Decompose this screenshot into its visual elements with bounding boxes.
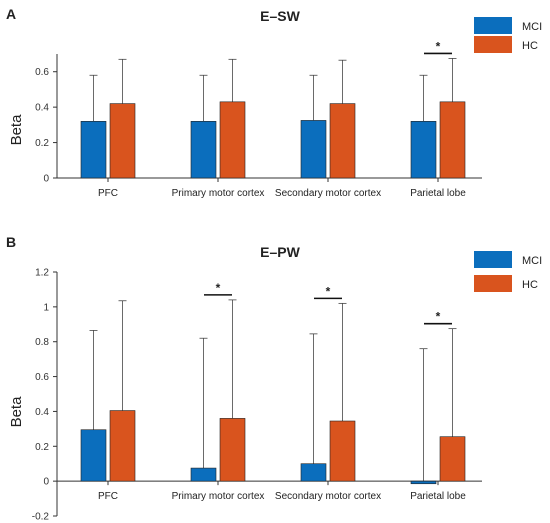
y-tick-label: 1 xyxy=(43,302,49,313)
panel-letter: B xyxy=(6,234,16,250)
legend-swatch-hc xyxy=(474,36,512,53)
legend-swatch-mci xyxy=(474,251,512,268)
legend-label-mci: MCI xyxy=(522,21,542,33)
chart-title: E–PW xyxy=(260,244,300,260)
y-tick-label: 0.2 xyxy=(35,442,49,453)
significance-star: * xyxy=(326,284,331,298)
significance-star: * xyxy=(216,281,221,295)
plot-area: -0.2 0 0.2 0.4 0.6 0.8 1 1.2 PFC Primary motor co… xyxy=(32,268,482,523)
y-axis-label: Beta xyxy=(8,396,25,428)
x-tick-label: PFC xyxy=(98,188,118,199)
x-tick-label: PFC xyxy=(98,491,118,502)
x-tick-label: Primary motor cortex xyxy=(172,188,265,199)
y-tick-label: 0.6 xyxy=(35,67,49,78)
plot-area: 0 0.2 0.4 0.6 PFC Primary motor cortex Seconda… xyxy=(35,39,482,199)
legend: MCI HC xyxy=(474,251,542,292)
x-tick-label: Primary motor cortex xyxy=(172,491,265,502)
bar-mci xyxy=(80,121,107,179)
panel-b: B E–PW Beta MCI HC -0.2 0 0.2 0.4 0.6 0.8 1 1.2… xyxy=(6,234,542,523)
y-tick-label: 0.2 xyxy=(35,138,49,149)
y-tick-label: 0 xyxy=(43,477,49,488)
bar-hc xyxy=(329,103,356,179)
y-tick-label: 0.6 xyxy=(35,372,49,383)
panel-a: A E–SW Beta MCI HC 0 0.2 0.4 0.6 PFC Primary … xyxy=(6,6,542,199)
bar-hc xyxy=(219,101,246,179)
bar-mci xyxy=(80,429,107,482)
x-tick-label: Secondary motor cortex xyxy=(275,491,381,502)
bar-mci xyxy=(190,467,217,482)
bar-hc xyxy=(329,420,356,482)
significance-star: * xyxy=(436,39,441,53)
bar-hc xyxy=(439,101,466,179)
bar-hc xyxy=(109,103,136,179)
legend-label-mci: MCI xyxy=(522,255,542,267)
bar-mci xyxy=(300,120,327,179)
legend-swatch-hc xyxy=(474,275,512,292)
legend: MCI HC xyxy=(474,17,542,53)
legend-label-hc: HC xyxy=(522,279,538,291)
x-tick-label: Parietal lobe xyxy=(410,491,466,502)
bar-hc xyxy=(109,410,136,482)
legend-label-hc: HC xyxy=(522,40,538,52)
x-tick-label: Parietal lobe xyxy=(410,188,466,199)
bar-hc xyxy=(439,436,466,482)
chart-title: E–SW xyxy=(260,8,300,24)
y-tick-label: 1.2 xyxy=(35,268,49,279)
y-tick-label: 0.4 xyxy=(35,407,49,418)
y-tick-label: 0.8 xyxy=(35,337,49,348)
y-tick-label: 0.4 xyxy=(35,103,49,114)
significance-star: * xyxy=(436,310,441,324)
bar-mci xyxy=(300,463,327,482)
legend-swatch-mci xyxy=(474,17,512,34)
y-axis-label: Beta xyxy=(8,114,25,146)
bar-mci xyxy=(410,121,437,179)
y-tick-label: -0.2 xyxy=(32,512,50,523)
x-tick-label: Secondary motor cortex xyxy=(275,188,381,199)
y-tick-label: 0 xyxy=(43,174,49,185)
bar-mci xyxy=(410,480,437,485)
panel-letter: A xyxy=(6,6,16,22)
bar-mci xyxy=(190,121,217,179)
bar-hc xyxy=(219,418,246,482)
